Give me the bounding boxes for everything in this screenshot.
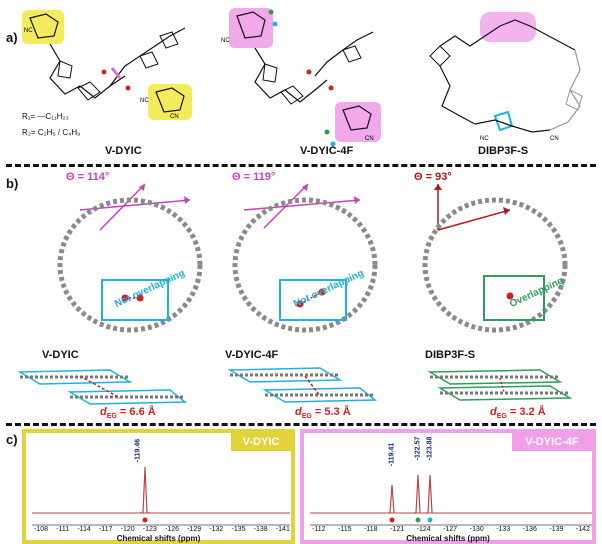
- molecule-name-v-dyic-4f: V-DYIC-4F: [300, 145, 354, 157]
- distance-value-1: = 6.6 Å: [119, 406, 156, 418]
- panel-a-label: a): [6, 30, 18, 45]
- tick: -118: [364, 526, 378, 533]
- peak-label-4f-1: -119.41: [388, 442, 396, 467]
- tick: -129: [187, 526, 202, 533]
- panel-c-label: c): [6, 432, 18, 447]
- tick: -121: [390, 526, 405, 533]
- distance-symbol-1: d: [100, 406, 107, 418]
- distance-symbol-3: d: [490, 406, 497, 418]
- divider-bc: [6, 423, 596, 426]
- nmr-spectrum-1: [32, 466, 290, 526]
- peak-label-4f-3: -123.88: [426, 436, 434, 461]
- svg-text:CN: CN: [170, 114, 179, 120]
- peak-label-4f-2: -122.57: [414, 436, 422, 461]
- tick: -117: [98, 526, 113, 533]
- tick: -130: [469, 526, 484, 533]
- divider-ab: [6, 164, 596, 167]
- dimer-stack-1: [17, 369, 188, 405]
- x-axis-title-2: Chemical shifts (ppm): [406, 534, 490, 543]
- svg-text:NC: NC: [480, 136, 489, 142]
- molecule-name-b-2: V-DYIC-4F: [225, 349, 279, 361]
- svg-text:NC: NC: [221, 38, 230, 44]
- svg-text:NC: NC: [24, 28, 33, 34]
- structure-v-dyic-4f: NC CN: [221, 8, 381, 147]
- tick: -141: [275, 526, 290, 533]
- ring-structure-2: [232, 183, 378, 333]
- ring-structure-3: [422, 184, 568, 333]
- tick: -112: [312, 526, 326, 533]
- tick: -111: [56, 526, 70, 533]
- r1-value: —C₁₁H₂₃: [37, 112, 69, 121]
- theta-label-1: Θ = 114°: [66, 171, 110, 183]
- tick: -135: [231, 526, 246, 533]
- peak-label-v-dyic: -119.46: [134, 438, 142, 463]
- distance-value-2: = 5.3 Å: [314, 406, 351, 418]
- tick: -120: [120, 526, 135, 533]
- svg-text:CN: CN: [365, 136, 374, 142]
- molecule-name-v-dyic: V-DYIC: [105, 145, 142, 157]
- nmr-tag-v-dyic-4f: V-DYIC-4F: [512, 433, 592, 451]
- nmr-panel-v-dyic: V-DYIC -119.46 -108 -111 -114 -117 -120 …: [22, 429, 295, 544]
- distance-subscript-2: EG: [301, 413, 312, 421]
- r1-label: R₁= —C₁₁H₂₃: [22, 112, 69, 121]
- ticks-2: -112 -115 -118 -121 -124 -127 -130 -133 …: [312, 526, 590, 533]
- r2-label: R₂= C₂H₅ / C₄H₉: [22, 128, 80, 137]
- distance-subscript-3: EG: [496, 413, 507, 421]
- nmr-tag-v-dyic: V-DYIC: [231, 433, 291, 451]
- tick: -132: [209, 526, 224, 533]
- theta-label-2: Θ = 119°: [232, 171, 276, 183]
- molecule-name-b-1: V-DYIC: [42, 349, 79, 361]
- dimer-stack-2: [227, 367, 378, 403]
- r1-key: R₁=: [22, 112, 36, 121]
- distance-value-3: = 3.2 Å: [509, 406, 546, 418]
- tick: -138: [253, 526, 268, 533]
- tick: -124: [416, 526, 431, 533]
- distance-label-3: dEG = 3.2 Å: [490, 406, 546, 420]
- tick: -142: [575, 526, 590, 533]
- distance-symbol-2: d: [295, 406, 302, 418]
- tick: -127: [443, 526, 458, 533]
- molecule-name-dibp3f-s: DIBP3F-S: [478, 145, 529, 157]
- structure-v-dyic: NC CN NC: [22, 10, 192, 120]
- r2-key: R₂=: [22, 128, 36, 137]
- tick: -126: [164, 526, 179, 533]
- structure-dibp3f-s: NC CN: [429, 12, 583, 142]
- nmr-spectrum-2: [310, 474, 592, 526]
- theta-label-3: Θ = 93°: [414, 171, 452, 183]
- dimer-stack-3: [427, 369, 573, 401]
- svg-text:NC: NC: [140, 98, 149, 104]
- tick: -123: [142, 526, 157, 533]
- svg-text:CN: CN: [550, 136, 559, 142]
- tick: -136: [522, 526, 537, 533]
- tick: -114: [77, 526, 91, 533]
- distance-label-1: dEG = 6.6 Å: [100, 406, 156, 420]
- nmr-panel-v-dyic-4f: V-DYIC-4F -119.41 -122.57 -123.88 -112 -…: [300, 429, 596, 544]
- tick: -108: [34, 526, 49, 533]
- distance-subscript-1: EG: [106, 413, 117, 421]
- tick: -139: [549, 526, 564, 533]
- ring-structure-1: [57, 183, 203, 333]
- panel-b-label: b): [6, 176, 19, 191]
- x-axis-title-1: Chemical shifts (ppm): [116, 534, 201, 543]
- distance-label-2: dEG = 5.3 Å: [295, 406, 351, 420]
- tick: -115: [338, 526, 352, 533]
- molecule-name-b-3: DIBP3F-S: [425, 349, 476, 361]
- ticks-1: -108 -111 -114 -117 -120 -123 -126 -129 …: [34, 526, 290, 533]
- tick: -133: [496, 526, 511, 533]
- r2-value: C₂H₅ / C₄H₉: [37, 128, 81, 137]
